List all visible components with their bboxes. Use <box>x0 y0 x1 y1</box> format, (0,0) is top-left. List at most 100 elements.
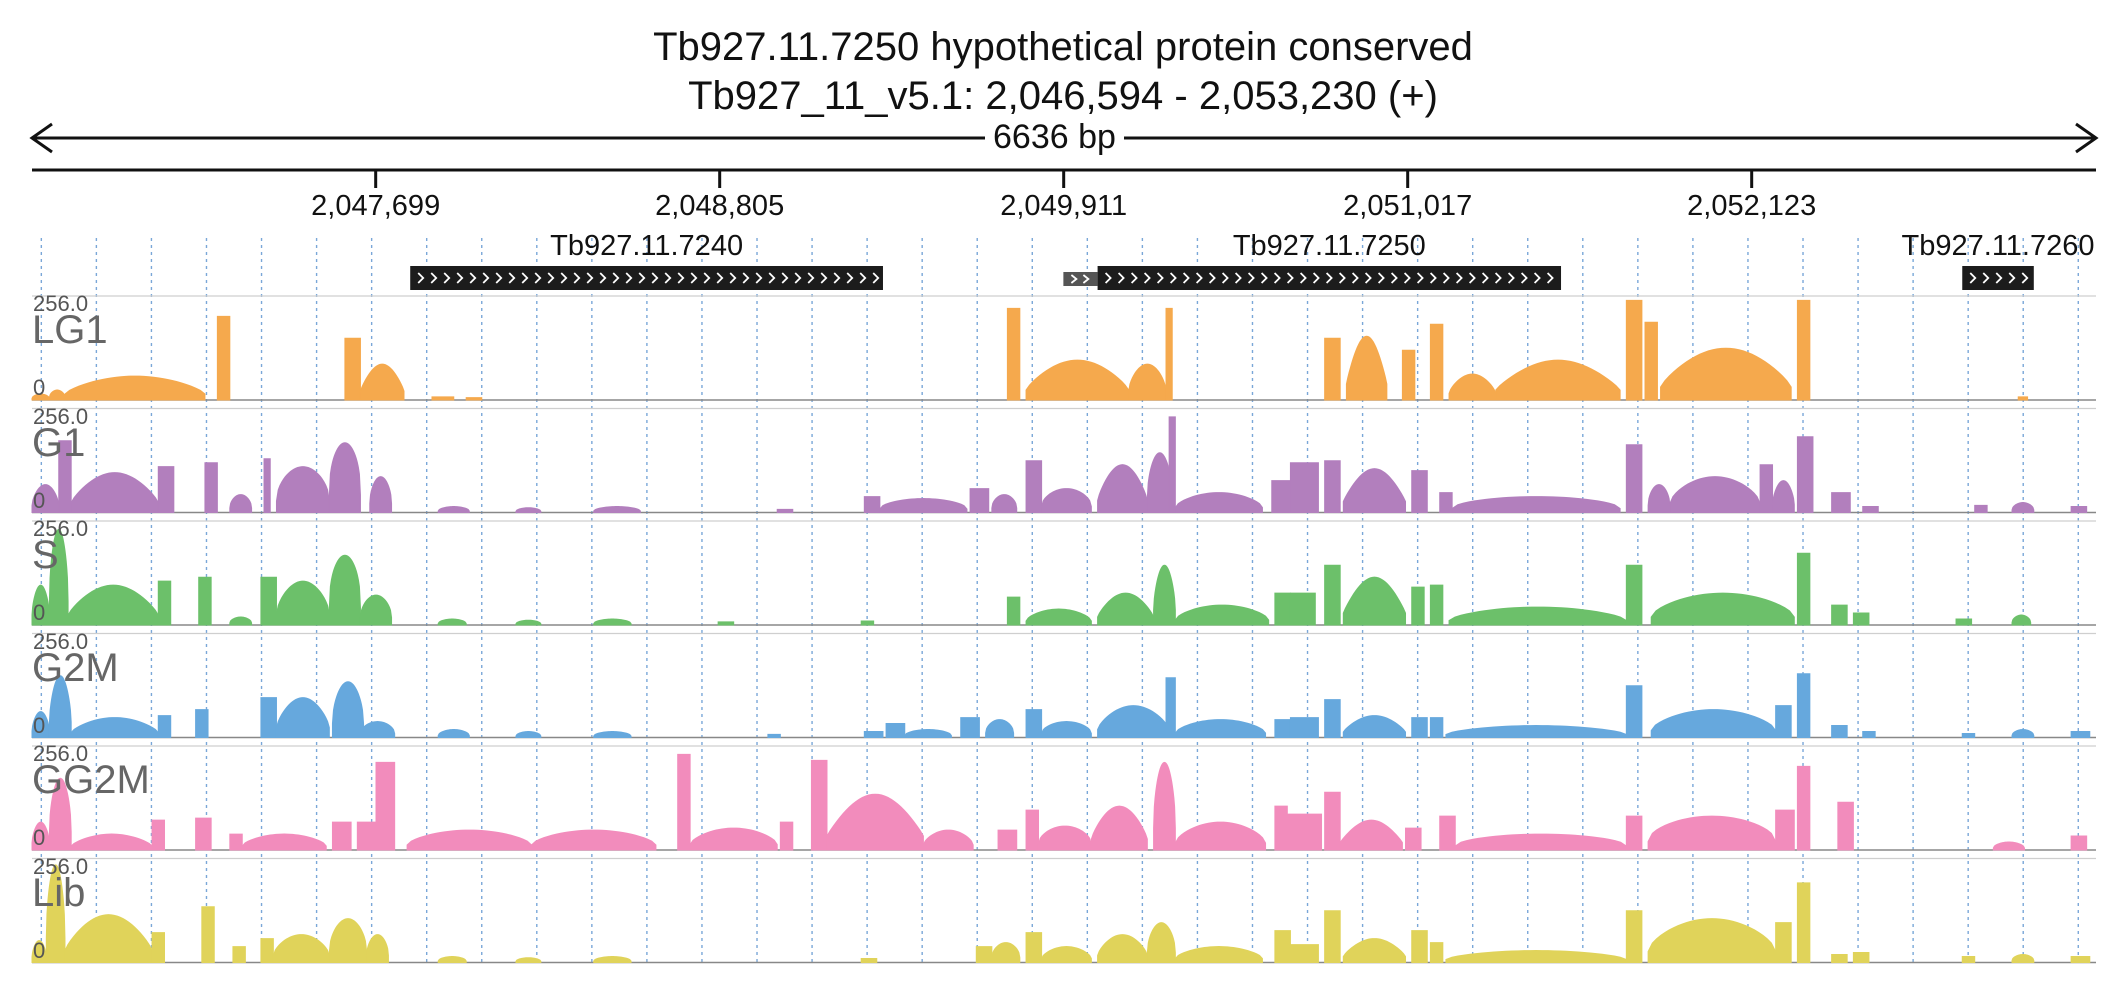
coverage-peak <box>260 576 277 626</box>
coverage-peak <box>1165 307 1173 401</box>
coverage-peak <box>1772 480 1795 513</box>
coverage-peak <box>48 389 66 401</box>
coverage-track-lg1 <box>31 295 2096 401</box>
coverage-peak <box>1852 952 1870 963</box>
strand-arrow <box>651 272 659 284</box>
coverage-tracks <box>31 295 2096 964</box>
coverage-peak <box>1796 765 1811 851</box>
coverage-peak <box>1759 464 1774 513</box>
coverage-peak <box>593 618 632 626</box>
coverage-peak <box>1041 721 1092 738</box>
gene-label: Tb927.11.7240 <box>550 230 744 262</box>
strand-arrow <box>1286 272 1294 284</box>
strand-arrow <box>1234 272 1242 284</box>
coverage-peak <box>1289 462 1319 513</box>
strand-arrow <box>820 272 828 284</box>
coverage-peak <box>677 753 691 851</box>
locus-coordinates: Tb927_11_v5.1: 2,046,594 - 2,053,230 (+) <box>688 74 1438 118</box>
ruler-tick-label: 2,052,123 <box>1687 190 1817 222</box>
coverage-peak <box>1439 492 1453 513</box>
strand-arrow <box>1364 272 1372 284</box>
coverage-peak <box>31 821 50 851</box>
strand-arrow <box>1442 272 1450 284</box>
strand-arrow <box>677 272 685 284</box>
coverage-peak <box>1448 373 1497 401</box>
coverage-peak <box>776 508 794 513</box>
coverage-peak <box>198 576 212 626</box>
coverage-peak <box>1274 930 1291 963</box>
coverage-peak <box>275 466 330 513</box>
track-max-value: 256.0 <box>33 291 89 316</box>
coverage-peak <box>960 717 980 738</box>
coverage-peak <box>216 315 231 401</box>
coverage-peak <box>204 462 218 513</box>
coverage-peak <box>717 621 735 626</box>
strand-arrow <box>1169 272 1177 284</box>
coverage-peak <box>1025 359 1130 401</box>
coverage-peak <box>1451 496 1621 513</box>
coverage-peak <box>1660 347 1792 401</box>
coverage-peak <box>515 957 542 963</box>
coverage-peak <box>437 956 467 963</box>
coverage-peak <box>1339 819 1403 851</box>
strand-arrow <box>1156 272 1164 284</box>
coverage-peak <box>1174 604 1270 626</box>
coverage-peak <box>272 934 330 963</box>
coverage-peak <box>1097 592 1155 626</box>
coverage-peak <box>1831 492 1851 513</box>
strand-arrow <box>794 272 802 284</box>
coverage-peak <box>1625 299 1643 401</box>
strand-arrow <box>1468 272 1476 284</box>
track-max-value: 256.0 <box>33 853 89 879</box>
track-zero-value: 0 <box>33 825 46 850</box>
coverage-peak <box>1439 815 1456 851</box>
strand-arrow <box>729 272 737 284</box>
coverage-peak <box>31 584 50 626</box>
coverage-peak <box>1862 506 1879 513</box>
coverage-peak <box>356 821 377 851</box>
strand-arrow <box>1390 272 1398 284</box>
strand-arrow <box>1143 272 1151 284</box>
coverage-peak <box>1992 841 2025 851</box>
coverage-peak <box>437 729 470 738</box>
track-name: G2M <box>32 645 119 690</box>
coverage-peak <box>1796 673 1811 738</box>
strand-arrow <box>482 272 490 284</box>
strand-arrow <box>1070 274 1078 284</box>
strand-arrow <box>469 272 477 284</box>
coverage-peak <box>2070 731 2091 738</box>
coverage-peak <box>593 731 632 738</box>
coverage-peak <box>2011 614 2032 626</box>
coverage-peak <box>593 506 641 513</box>
gene-cds <box>1097 266 1562 290</box>
coverage-peak <box>515 507 542 513</box>
strand-arrow <box>1082 274 1090 284</box>
coverage-peak <box>826 793 924 851</box>
coverage-peak <box>1289 944 1319 963</box>
coverage-peak <box>1775 705 1792 738</box>
strand-arrow <box>573 272 581 284</box>
coverage-peak <box>157 466 175 513</box>
coverage-peak <box>1342 576 1407 626</box>
coverage-peak <box>2070 835 2088 851</box>
coverage-peak <box>779 821 794 851</box>
coverage-peak <box>515 619 542 626</box>
coverage-peak <box>1411 586 1425 626</box>
strand-arrow <box>534 272 542 284</box>
track-zero-value: 0 <box>33 937 46 963</box>
coverage-peak <box>1324 910 1341 963</box>
strand-arrow <box>1533 272 1541 284</box>
coverage-peak <box>689 827 778 851</box>
track-max-value: 256.0 <box>33 741 89 766</box>
coverage-peak <box>263 458 271 513</box>
coverage-peak <box>1146 922 1176 963</box>
coverage-peak <box>1025 460 1043 513</box>
strand-arrow <box>1325 272 1333 284</box>
coverage-peak <box>2011 729 2035 738</box>
coverage-peak <box>1324 460 1341 513</box>
coverage-peak <box>1625 444 1643 513</box>
gene-model <box>410 266 883 290</box>
coverage-peak <box>366 934 389 963</box>
coverage-peak <box>1429 584 1444 626</box>
coverage-peak <box>1153 564 1176 626</box>
